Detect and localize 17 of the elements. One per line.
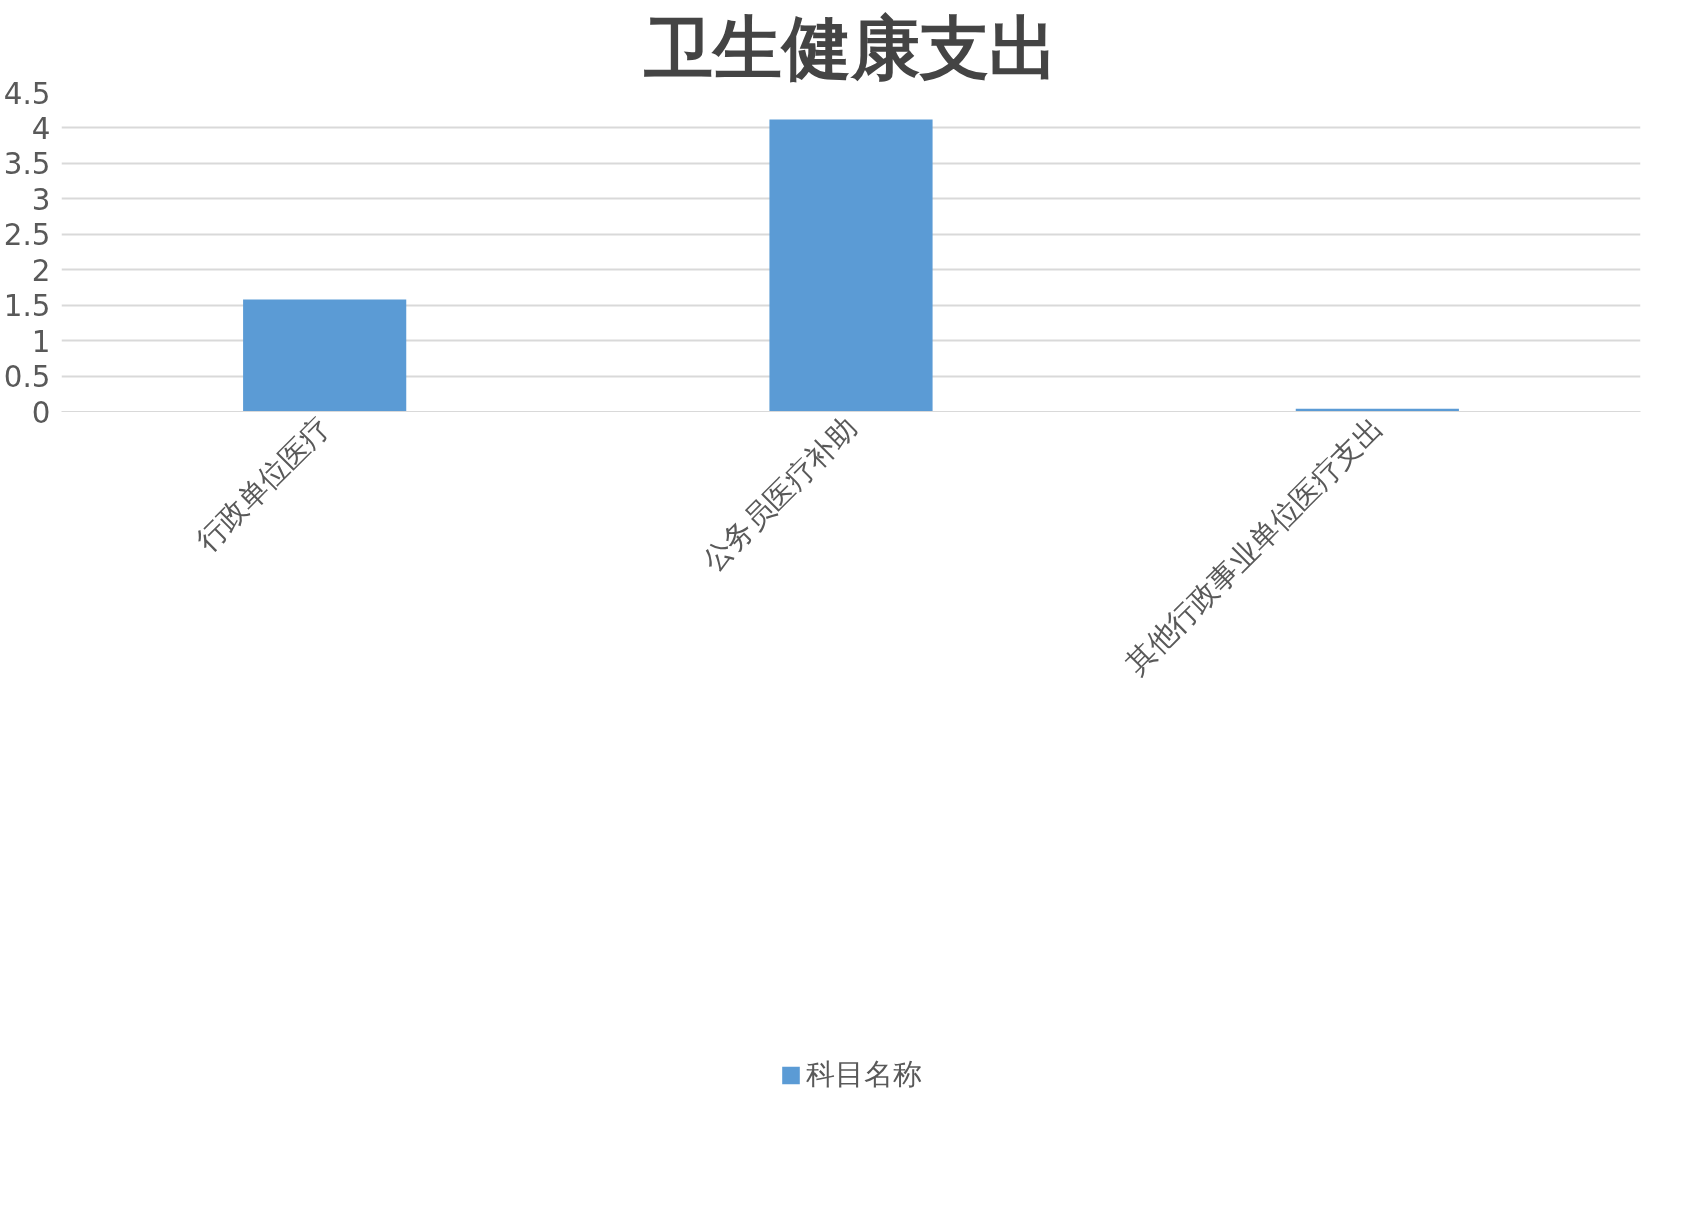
y-tick-label: 4.5 [3, 76, 51, 111]
chart-title: 卫生健康支出 [644, 7, 1058, 88]
y-tick-label: 0.5 [3, 360, 51, 395]
y-tick-label: 1 [31, 324, 51, 359]
y-tick-label: 3.5 [3, 147, 51, 182]
y-tick-label: 1.5 [3, 289, 51, 324]
x-tick-label: 其他行政事业单位医疗支出 [1119, 410, 1390, 681]
y-tick-label: 2.5 [3, 218, 51, 253]
y-tick-label: 2 [31, 253, 51, 288]
x-tick-label: 公务员医疗补助 [695, 410, 864, 579]
bar [243, 299, 407, 412]
y-tick-label: 0 [31, 395, 51, 430]
y-tick-label: 4 [31, 111, 51, 146]
bar [769, 119, 933, 412]
y-tick-label: 3 [31, 182, 51, 217]
x-tick-label: 行政单位医疗 [189, 410, 337, 558]
legend-label: 科目名称 [806, 1056, 922, 1093]
